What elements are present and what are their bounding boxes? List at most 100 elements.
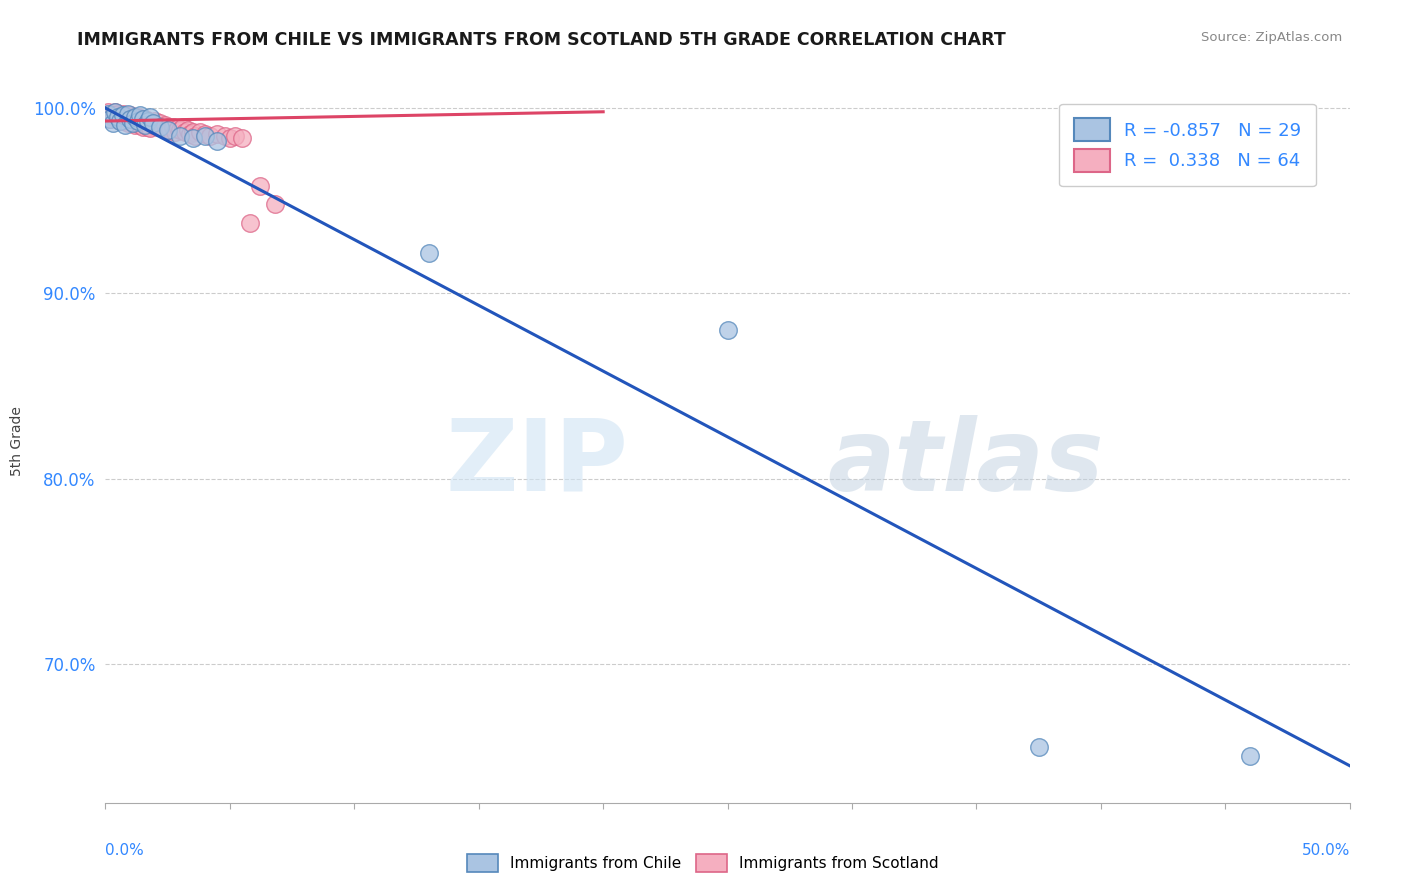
Point bbox=[174, 125, 197, 139]
Point bbox=[219, 130, 242, 145]
Point bbox=[110, 114, 132, 128]
Point bbox=[172, 120, 194, 134]
Point bbox=[117, 116, 139, 130]
Point bbox=[124, 111, 146, 125]
Point bbox=[188, 125, 211, 139]
Point bbox=[129, 112, 152, 127]
Point bbox=[132, 112, 155, 127]
Point bbox=[129, 118, 152, 132]
Point bbox=[104, 104, 127, 119]
Point bbox=[117, 111, 139, 125]
Point bbox=[136, 114, 159, 128]
Point bbox=[107, 112, 129, 127]
Legend: Immigrants from Chile, Immigrants from Scotland: Immigrants from Chile, Immigrants from S… bbox=[460, 846, 946, 880]
Point bbox=[120, 108, 142, 122]
Point bbox=[152, 121, 174, 136]
Point bbox=[139, 116, 162, 130]
Point bbox=[121, 116, 143, 130]
Point bbox=[142, 116, 165, 130]
Point bbox=[101, 106, 124, 120]
Point bbox=[179, 127, 201, 141]
Point bbox=[169, 123, 191, 137]
Point bbox=[114, 118, 136, 132]
Point bbox=[136, 120, 159, 134]
Point bbox=[121, 116, 143, 130]
Point bbox=[111, 112, 134, 127]
Point bbox=[101, 111, 124, 125]
Point bbox=[97, 104, 120, 119]
Point bbox=[120, 112, 142, 127]
Point bbox=[121, 111, 143, 125]
Point bbox=[717, 323, 740, 337]
Point bbox=[129, 108, 152, 122]
Point bbox=[120, 114, 142, 128]
Text: Source: ZipAtlas.com: Source: ZipAtlas.com bbox=[1202, 31, 1343, 45]
Point bbox=[207, 127, 229, 141]
Point bbox=[114, 108, 136, 122]
Point bbox=[111, 108, 134, 122]
Point bbox=[124, 112, 146, 127]
Point bbox=[139, 111, 162, 125]
Point bbox=[127, 111, 149, 125]
Point bbox=[100, 112, 122, 127]
Point bbox=[1239, 749, 1261, 764]
Y-axis label: 5th Grade: 5th Grade bbox=[10, 407, 24, 476]
Point bbox=[176, 123, 198, 137]
Point bbox=[153, 118, 176, 132]
Point bbox=[136, 114, 159, 128]
Point bbox=[181, 130, 204, 145]
Point bbox=[165, 125, 187, 139]
Point bbox=[231, 130, 253, 145]
Point bbox=[114, 114, 136, 128]
Point bbox=[162, 120, 184, 134]
Point bbox=[127, 114, 149, 128]
Point bbox=[127, 116, 149, 130]
Point bbox=[104, 104, 127, 119]
Point bbox=[117, 106, 139, 120]
Text: ZIP: ZIP bbox=[446, 415, 628, 512]
Legend: R = -0.857   N = 29, R =  0.338   N = 64: R = -0.857 N = 29, R = 0.338 N = 64 bbox=[1059, 103, 1316, 186]
Point bbox=[101, 116, 124, 130]
Point bbox=[146, 120, 169, 134]
Point bbox=[166, 121, 188, 136]
Point bbox=[132, 120, 155, 134]
Text: atlas: atlas bbox=[827, 415, 1104, 512]
Point bbox=[207, 135, 229, 149]
Point bbox=[149, 116, 172, 130]
Point bbox=[132, 114, 155, 128]
Point bbox=[224, 128, 246, 143]
Point bbox=[97, 106, 120, 120]
Point bbox=[194, 128, 217, 143]
Point bbox=[111, 106, 134, 120]
Point bbox=[134, 112, 156, 127]
Point bbox=[124, 118, 146, 132]
Point bbox=[100, 108, 122, 122]
Point bbox=[169, 128, 191, 143]
Point bbox=[149, 120, 172, 134]
Point bbox=[1028, 740, 1050, 755]
Point bbox=[263, 197, 285, 211]
Point bbox=[143, 114, 166, 128]
Point bbox=[214, 128, 236, 143]
Point bbox=[194, 127, 217, 141]
Text: IMMIGRANTS FROM CHILE VS IMMIGRANTS FROM SCOTLAND 5TH GRADE CORRELATION CHART: IMMIGRANTS FROM CHILE VS IMMIGRANTS FROM… bbox=[77, 31, 1007, 49]
Point bbox=[110, 111, 132, 125]
Point bbox=[181, 125, 204, 139]
Point bbox=[239, 216, 262, 230]
Point bbox=[134, 118, 156, 132]
Point bbox=[104, 108, 127, 122]
Point bbox=[142, 118, 165, 132]
Point bbox=[156, 120, 179, 134]
Point bbox=[110, 114, 132, 128]
Point bbox=[159, 123, 181, 137]
Point bbox=[107, 111, 129, 125]
Point bbox=[198, 128, 221, 143]
Point bbox=[184, 128, 207, 143]
Point bbox=[107, 106, 129, 120]
Point bbox=[134, 118, 156, 132]
Point bbox=[139, 121, 162, 136]
Text: 0.0%: 0.0% bbox=[105, 843, 145, 857]
Text: 50.0%: 50.0% bbox=[1302, 843, 1350, 857]
Point bbox=[249, 178, 271, 193]
Point bbox=[100, 112, 122, 127]
